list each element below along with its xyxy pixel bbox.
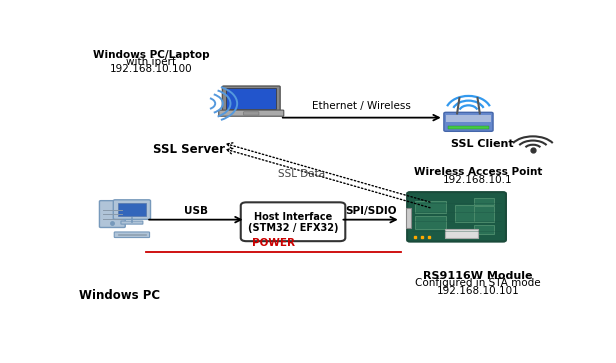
FancyBboxPatch shape [118,203,146,216]
FancyBboxPatch shape [226,88,277,109]
FancyBboxPatch shape [406,208,411,228]
Text: Windows PC/Laptop: Windows PC/Laptop [92,50,209,60]
FancyBboxPatch shape [446,115,491,122]
FancyBboxPatch shape [474,207,493,222]
FancyBboxPatch shape [474,225,493,234]
Text: RS9116W Module: RS9116W Module [423,270,533,281]
FancyBboxPatch shape [455,205,482,222]
FancyBboxPatch shape [219,110,284,116]
FancyBboxPatch shape [415,216,446,229]
Text: SSL Data: SSL Data [278,168,325,179]
Text: SPI/SDIO: SPI/SDIO [345,206,396,216]
FancyBboxPatch shape [448,126,488,129]
Text: Host Interface: Host Interface [254,212,332,222]
Text: POWER: POWER [252,238,295,248]
Text: Windows PC: Windows PC [79,289,161,302]
Text: USB: USB [184,206,208,216]
FancyBboxPatch shape [222,86,280,111]
Text: 192.168.10.101: 192.168.10.101 [437,286,519,295]
FancyBboxPatch shape [474,198,493,205]
FancyBboxPatch shape [113,200,150,219]
Text: (STM32 / EFX32): (STM32 / EFX32) [248,223,338,233]
Text: 192.168.10.100: 192.168.10.100 [110,64,192,74]
Text: Wireless Access Point: Wireless Access Point [414,167,542,177]
Text: Configured in STA mode: Configured in STA mode [415,278,541,288]
FancyBboxPatch shape [243,112,259,115]
FancyBboxPatch shape [445,229,478,238]
FancyBboxPatch shape [99,201,125,228]
Text: Ethernet / Wireless: Ethernet / Wireless [312,101,411,111]
Text: SSL Client: SSL Client [450,139,513,149]
FancyBboxPatch shape [114,232,150,237]
FancyBboxPatch shape [444,112,493,131]
Text: 192.168.10.1: 192.168.10.1 [443,175,513,185]
FancyBboxPatch shape [407,192,506,242]
Text: SSL Server: SSL Server [153,143,225,156]
FancyBboxPatch shape [415,201,446,213]
Text: with iperf: with iperf [126,57,176,67]
FancyBboxPatch shape [121,221,143,224]
FancyBboxPatch shape [241,202,346,241]
